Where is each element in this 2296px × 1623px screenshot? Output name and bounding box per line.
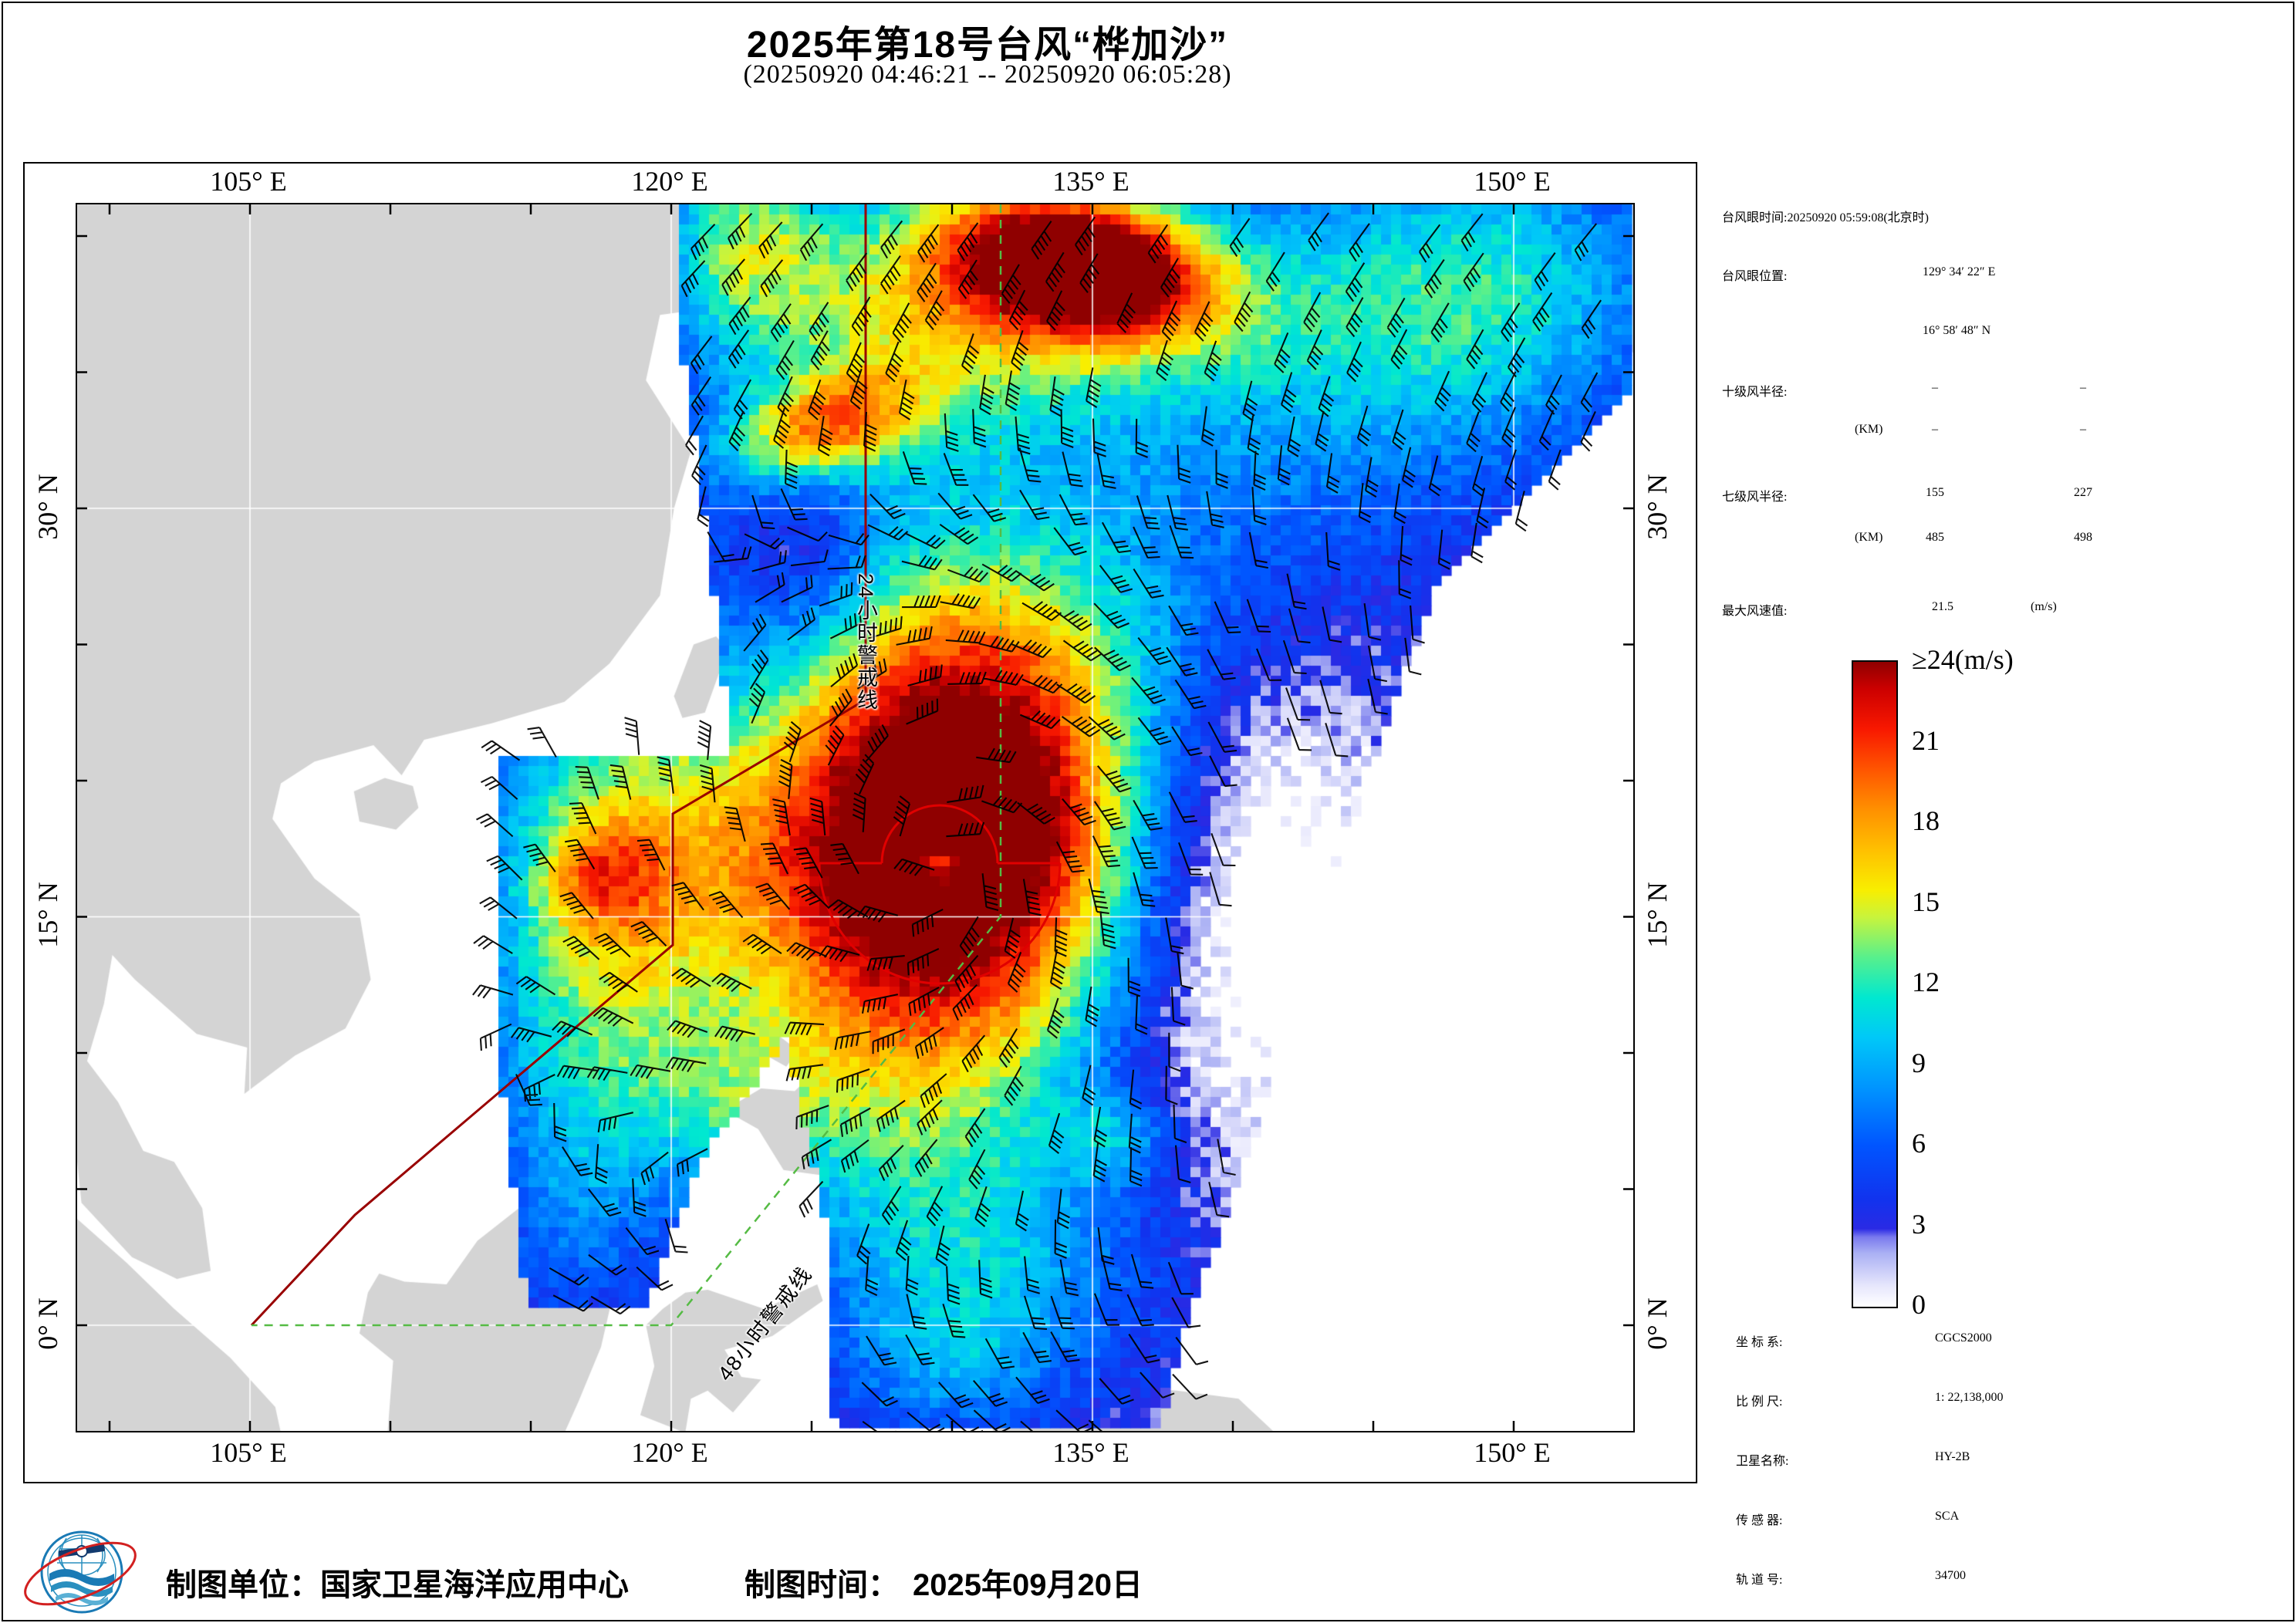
- colorbar-label-0: 0: [1912, 1289, 1926, 1320]
- warning-line-48h: [252, 204, 1002, 1327]
- info-panel: [1697, 0, 2291, 1623]
- meta-label-0: 坐 标 系:: [1736, 1336, 1783, 1349]
- maptime-value: 2025年09月20日: [913, 1568, 1143, 1602]
- radius7-value-3: 485: [1926, 531, 1944, 544]
- maptime-label: 制图时间：: [745, 1568, 899, 1602]
- colorbar-label-12: 12: [1912, 967, 1940, 997]
- meta-value-0: CGCS2000: [1935, 1331, 1992, 1345]
- max-wind-value: 21.5: [1932, 600, 1953, 613]
- radius7-label: 七级风半径:: [1722, 491, 1788, 504]
- eye-position-label: 台风眼位置:: [1722, 270, 1788, 283]
- eye-time-label: 台风眼时间:: [1722, 211, 1788, 224]
- axis-top-135° E: 135° E: [1052, 166, 1129, 197]
- radius10-value-2: –: [2080, 381, 2086, 394]
- radius10-label: 十级风半径:: [1722, 386, 1788, 399]
- max-wind-label: 最大风速值:: [1722, 605, 1788, 618]
- meta-label-1: 比 例 尺:: [1736, 1395, 1783, 1409]
- radius7-value-2: 227: [2074, 486, 2092, 499]
- meta-value-3: SCA: [1935, 1510, 1960, 1523]
- maker-value: 国家卫星海洋应用中心: [320, 1568, 629, 1602]
- wind-barbs: [472, 212, 1602, 1431]
- maptime-row: 制图时间： 2025年09月20日: [745, 1560, 1143, 1604]
- warning-line-24h: [250, 204, 867, 1327]
- radius10-value-3: –: [1932, 423, 1938, 436]
- meta-label-3: 传 感 器:: [1736, 1514, 1783, 1527]
- axis-right-30° N: 30° N: [1642, 474, 1673, 540]
- meta-label-4: 轨 道 号:: [1736, 1574, 1783, 1587]
- axis-left-15° N: 15° N: [32, 882, 63, 948]
- axis-right-0° N: 0° N: [1642, 1297, 1673, 1350]
- eye-latitude: 16° 58′ 48″ N: [1923, 324, 1991, 337]
- colorbar-label-9: 9: [1912, 1047, 1926, 1078]
- typhoon-wind-circle-upper: [880, 804, 999, 864]
- maker-row: 制图单位：国家卫星海洋应用中心: [166, 1560, 629, 1604]
- colorbar-label-≥24(m/s): ≥24(m/s): [1912, 644, 2014, 675]
- axis-left-30° N: 30° N: [32, 474, 63, 540]
- axis-top-150° E: 150° E: [1474, 166, 1551, 197]
- meta-label-2: 卫星名称:: [1736, 1455, 1789, 1468]
- map-area: 24小时警戒线 48小时警戒线: [76, 203, 1635, 1432]
- max-wind-unit: (m/s): [2031, 600, 2057, 613]
- axis-bottom-105° E: 105° E: [210, 1437, 287, 1468]
- wind-field-canvas: [77, 204, 1633, 1431]
- radius7-unit: (KM): [1855, 531, 1883, 544]
- meta-value-2: HY-2B: [1935, 1450, 1970, 1463]
- colorbar-label-6: 6: [1912, 1128, 1926, 1159]
- axis-top-120° E: 120° E: [631, 166, 708, 197]
- axis-left-0° N: 0° N: [32, 1297, 63, 1350]
- page-title: 2025年第18号台风“桦加沙”: [746, 25, 1229, 66]
- meta-value-1: 1: 22,138,000: [1935, 1391, 2004, 1404]
- maker-label: 制图单位：: [166, 1568, 320, 1602]
- axis-bottom-135° E: 135° E: [1052, 1437, 1129, 1468]
- axis-bottom-120° E: 120° E: [631, 1437, 708, 1468]
- radius7-value-4: 498: [2074, 531, 2092, 544]
- eye-longitude: 129° 34′ 22″ E: [1923, 265, 1996, 278]
- radius7-value-1: 155: [1926, 486, 1944, 499]
- meta-value-4: 34700: [1935, 1569, 1966, 1582]
- axis-right-15° N: 15° N: [1642, 882, 1673, 948]
- colorbar-label-15: 15: [1912, 886, 1940, 917]
- radius10-unit: (KM): [1855, 423, 1883, 436]
- nsoas-logo: [24, 1530, 137, 1614]
- wind-speed-colorbar: [1852, 660, 1898, 1308]
- typhoon-wind-circle-lower: [818, 862, 1062, 985]
- axis-top-105° E: 105° E: [210, 166, 287, 197]
- radius10-value-1: –: [1932, 381, 1938, 394]
- axis-bottom-150° E: 150° E: [1474, 1437, 1551, 1468]
- map-ticks: [77, 204, 1633, 1431]
- observation-time-range: (20250920 04:46:21 -- 20250920 06:05:28): [743, 60, 1232, 89]
- colorbar-label-18: 18: [1912, 805, 1940, 836]
- warning-line-24h-label: 24小时警戒线: [854, 573, 877, 712]
- colorbar-label-21: 21: [1912, 724, 1940, 756]
- eye-time-value: 20250920 05:59:08(北京时): [1787, 211, 1930, 224]
- map-outer-frame: [23, 162, 1697, 1483]
- radius10-value-4: –: [2080, 423, 2086, 436]
- eye-time-row: 台风眼时间:20250920 05:59:08(北京时): [1722, 207, 1929, 225]
- colorbar-label-3: 3: [1912, 1208, 1926, 1240]
- map-overlay: [77, 204, 1633, 1431]
